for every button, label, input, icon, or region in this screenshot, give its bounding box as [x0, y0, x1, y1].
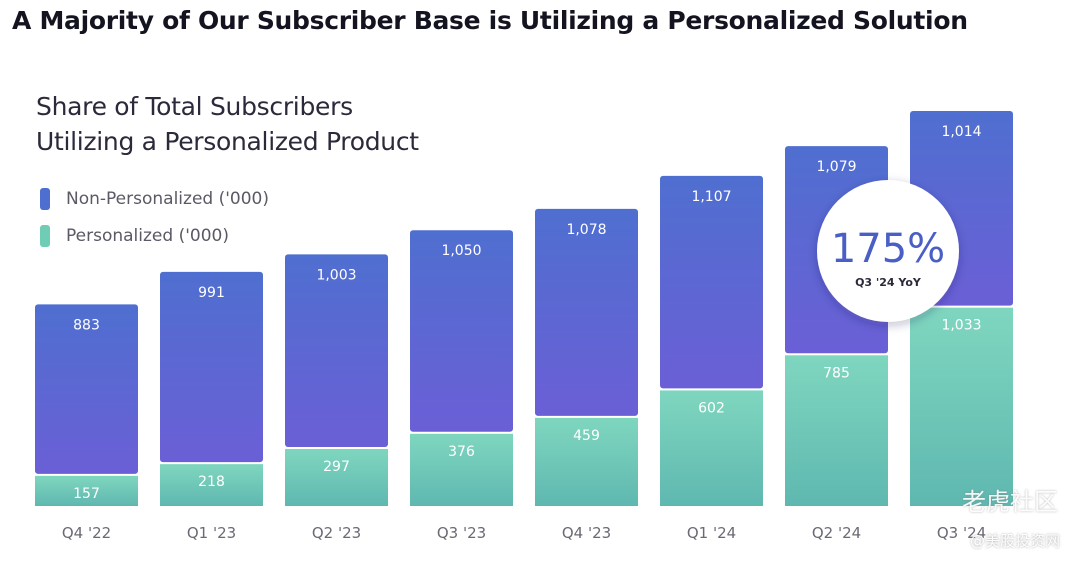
x-tick-label: Q2 '24 [812, 524, 861, 542]
x-tick-label: Q3 '24 [937, 524, 986, 542]
yoy-callout-value: 175% [831, 226, 945, 272]
data-label-personalized: 157 [73, 486, 100, 502]
bar-personalized [285, 448, 388, 506]
x-tick-label: Q1 '23 [187, 524, 236, 542]
x-tick-label: Q4 '23 [562, 524, 611, 542]
data-label-personalized: 459 [573, 428, 600, 444]
watermark-logo-text: 老虎社区 [962, 488, 1058, 516]
x-tick-label: Q3 '23 [437, 524, 486, 542]
data-label-personalized: 297 [323, 459, 350, 475]
legend-item-non-personalized: Non-Personalized ('000) [40, 186, 269, 212]
bar-non-personalized [410, 230, 513, 432]
legend-swatch-non-personalized [40, 188, 50, 210]
bar-personalized [660, 390, 763, 506]
data-label-non-personalized: 1,050 [441, 243, 481, 259]
bar-non-personalized [285, 254, 388, 447]
legend: Non-Personalized ('000) Personalized ('0… [40, 186, 269, 260]
bar-personalized [160, 464, 263, 506]
data-label-personalized: 602 [698, 400, 725, 416]
x-tick-label: Q4 '22 [62, 524, 111, 542]
data-label-non-personalized: 991 [198, 285, 225, 301]
data-label-personalized: 376 [448, 444, 475, 460]
bar-personalized [35, 475, 138, 506]
data-label-non-personalized: 1,003 [316, 267, 356, 283]
data-label-non-personalized: 1,079 [816, 159, 856, 175]
data-label-non-personalized: 1,078 [566, 222, 606, 238]
data-label-non-personalized: 883 [73, 317, 100, 333]
legend-label-personalized: Personalized ('000) [66, 226, 229, 246]
x-tick-label: Q1 '24 [687, 524, 736, 542]
page-title: A Majority of Our Subscriber Base is Uti… [12, 6, 968, 35]
legend-item-personalized: Personalized ('000) [40, 223, 269, 249]
data-label-non-personalized: 1,107 [691, 189, 731, 205]
bar-non-personalized [160, 271, 263, 463]
yoy-callout-label: Q3 '24 YoY [855, 276, 922, 289]
x-tick-label: Q2 '23 [312, 524, 361, 542]
legend-swatch-personalized [40, 225, 50, 247]
yoy-callout: 175% Q3 '24 YoY [817, 180, 959, 322]
chart-title-line-2: Utilizing a Personalized Product [36, 127, 419, 156]
data-label-personalized: 1,033 [941, 318, 981, 334]
chart-title-line-1: Share of Total Subscribers [36, 92, 353, 121]
bar-non-personalized [35, 304, 138, 474]
yoy-callout-circle [817, 180, 959, 322]
data-label-non-personalized: 1,014 [941, 124, 981, 140]
bar-personalized [535, 417, 638, 506]
bar-personalized [410, 433, 513, 506]
watermark-source-text: @美股投资网 [969, 532, 1060, 550]
bar-non-personalized [535, 208, 638, 416]
legend-label-non-personalized: Non-Personalized ('000) [66, 189, 269, 209]
data-label-personalized: 785 [823, 365, 850, 381]
bar-non-personalized [660, 175, 763, 389]
data-label-personalized: 218 [198, 474, 225, 490]
bar-personalized [910, 307, 1013, 506]
bar-personalized [785, 355, 888, 506]
